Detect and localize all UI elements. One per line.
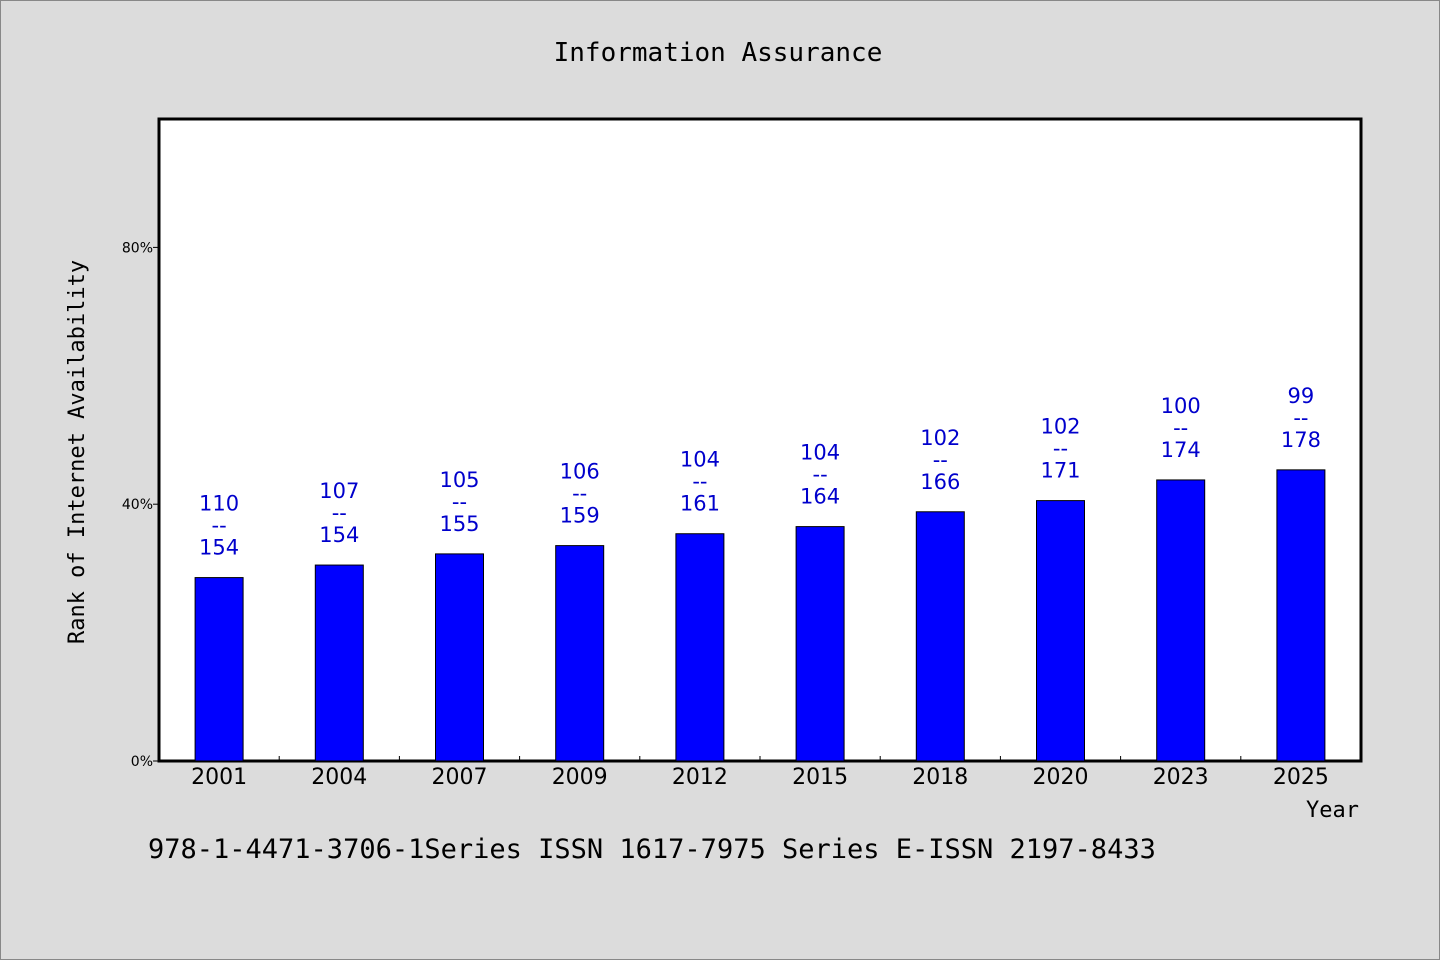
- bar: [675, 533, 725, 762]
- y-axis: 0% 40% 80%: [122, 240, 159, 770]
- data-label-sep: --: [452, 490, 467, 514]
- x-tick-label: 2001: [191, 765, 247, 790]
- data-label-sep: --: [212, 514, 227, 538]
- data-label-total: 178: [1281, 428, 1321, 452]
- data-label-rank: 107: [319, 479, 359, 503]
- data-label-rank: 105: [439, 468, 479, 492]
- bar: [795, 526, 845, 762]
- data-label-total: 161: [680, 492, 720, 516]
- data-label-rank: 104: [680, 448, 720, 472]
- x-tick-label: 2015: [792, 765, 848, 790]
- bar: [555, 545, 605, 762]
- data-label-sep: --: [933, 448, 948, 472]
- data-label-rank: 110: [199, 492, 239, 516]
- data-label-rank: 104: [800, 441, 840, 465]
- y-tick-label: 0%: [131, 754, 153, 770]
- footer-isbn-issn: 978-1-4471-3706-1Series ISSN 1617-7975 S…: [148, 834, 1156, 865]
- x-tick-label: 2012: [672, 765, 728, 790]
- data-label-total: 159: [560, 504, 600, 528]
- y-tick-label: 40%: [122, 497, 153, 513]
- bar: [915, 511, 965, 762]
- bar: [435, 553, 484, 762]
- bar: [194, 577, 244, 762]
- data-label-total: 154: [319, 523, 359, 547]
- x-axis: 2001 2004 2007 2009 2012 2015 2018 2020 2023 2025: [191, 756, 1329, 790]
- data-label-rank: 100: [1161, 394, 1201, 418]
- data-label-total: 166: [920, 470, 960, 494]
- data-label-rank: 102: [1040, 415, 1080, 439]
- data-label-sep: --: [1173, 416, 1188, 440]
- data-labels: 110--154107--154105--155106--159104--161…: [199, 384, 1321, 560]
- bar: [1156, 479, 1206, 762]
- x-tick-label: 2007: [432, 765, 488, 790]
- data-label-rank: 102: [920, 426, 960, 450]
- x-tick-label: 2009: [552, 765, 608, 790]
- bar: [314, 564, 364, 762]
- data-label-total: 155: [439, 512, 479, 536]
- data-label-total: 171: [1040, 459, 1080, 483]
- data-label-total: 164: [800, 485, 840, 509]
- data-label-sep: --: [332, 501, 347, 525]
- data-label-sep: --: [1293, 406, 1308, 430]
- data-label-sep: --: [1053, 437, 1068, 461]
- data-label-rank: 106: [560, 460, 600, 484]
- x-tick-label: 2004: [311, 765, 367, 790]
- x-tick-label: 2025: [1273, 765, 1329, 790]
- y-tick-label: 80%: [122, 240, 153, 256]
- bar: [1036, 500, 1085, 762]
- x-tick-label: 2023: [1153, 765, 1209, 790]
- data-label-sep: --: [572, 482, 587, 506]
- data-label-total: 154: [199, 536, 239, 560]
- y-axis-label: Rank of Internet Availability: [65, 260, 90, 644]
- bar-series: [194, 469, 1326, 762]
- data-label-total: 174: [1161, 438, 1201, 462]
- x-axis-label: Year: [1306, 798, 1359, 823]
- x-tick-label: 2018: [912, 765, 968, 790]
- data-label-sep: --: [813, 463, 828, 487]
- bar: [1276, 469, 1326, 762]
- x-tick-label: 2020: [1033, 765, 1089, 790]
- data-label-sep: --: [692, 470, 707, 494]
- chart-title: Information Assurance: [554, 38, 883, 68]
- data-label-rank: 99: [1288, 384, 1315, 408]
